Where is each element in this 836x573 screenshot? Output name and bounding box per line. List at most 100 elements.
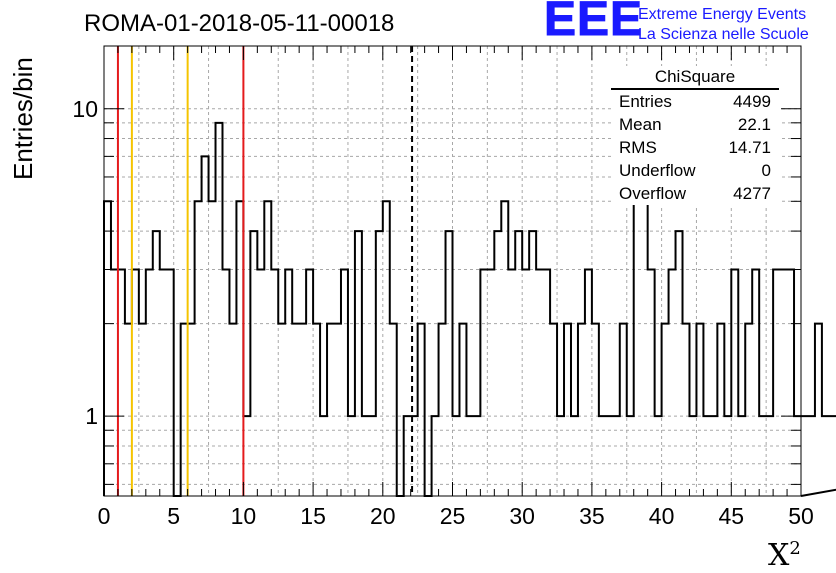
histogram-bin [271,269,278,496]
histogram-bin [550,324,557,496]
histogram-bin [216,123,223,496]
histogram-bin [334,324,341,496]
histogram-bin [696,324,703,496]
stats-value: 14.71 [728,136,771,159]
histogram-bin [160,269,167,496]
histogram-bin [236,201,243,496]
histogram-bin [229,324,236,496]
histogram-bin [801,416,808,496]
histogram-bin [752,269,759,496]
histogram-bin [243,416,250,496]
histogram-bin [724,416,731,496]
histogram-bin [327,324,334,496]
histogram-bin [299,324,306,496]
histogram-bin [689,416,696,496]
stats-title: ChiSquare [611,66,779,90]
histogram-bin [515,231,522,496]
stats-label: RMS [619,136,657,159]
histogram-bin [132,269,139,496]
x-axis-label-superscript: 2 [789,538,800,559]
histogram-bin [111,269,118,496]
histogram-bin [362,416,369,496]
stats-label: Overflow [619,182,686,205]
x-tick-label: 45 [719,503,745,529]
eee-logo: EEE Extreme Energy Events La Scienza nel… [544,2,836,46]
histogram-bin [104,201,111,496]
histogram-bin [543,269,550,496]
histogram-bin [731,269,738,496]
histogram-bin [369,416,376,496]
histogram-bin [487,269,494,496]
histogram-bin [662,324,669,496]
stats-row-overflow: Overflow 4277 [611,182,779,205]
histogram-bin [292,324,299,496]
histogram-bin [209,201,216,496]
histogram-bin [501,201,508,496]
histogram-bin [167,269,174,496]
histogram-bin [578,324,585,496]
histogram-bin [404,416,411,496]
stats-row-entries: Entries 4499 [611,90,779,113]
histogram-bin [613,416,620,496]
histogram-bin [522,269,529,496]
stats-label: Underflow [619,159,696,182]
stats-row-underflow: Underflow 0 [611,159,779,182]
histogram-bin [703,416,710,496]
histogram-bin [766,416,773,496]
histogram-bin [606,416,613,496]
x-tick-label: 15 [300,503,326,529]
histogram-bin [571,416,578,496]
x-tick-label: 25 [440,503,466,529]
histogram-bin [153,231,160,496]
histogram-bin [780,269,787,496]
histogram-bin [222,269,229,496]
histogram-bin [536,269,543,496]
histogram-bin [669,269,676,496]
x-tick-label: 20 [370,503,396,529]
histogram-bin [453,416,460,496]
histogram-bin [348,416,355,496]
histogram-bin [341,269,348,496]
histogram-bin [125,324,132,496]
run-title: ROMA-01-2018-05-11-00018 [84,10,394,38]
histogram-bin [529,231,536,496]
histogram-bin [648,269,655,496]
histogram-bin [390,324,397,496]
y-axis-label: Entries/bin [8,57,39,180]
histogram-bin [710,416,717,496]
x-tick-label: 10 [231,503,257,529]
histogram-bin [815,324,822,496]
histogram-bin [202,156,209,496]
histogram-bin [717,324,724,496]
histogram-bin [306,269,313,496]
histogram-bin [446,231,453,496]
histogram-bin [285,269,292,496]
histogram-bin [383,201,390,496]
histogram-bin [432,416,439,496]
histogram-bin [195,201,202,496]
histogram-bin [181,324,188,496]
histogram-bin [188,324,195,496]
histogram-bin [808,416,815,496]
stats-value: 0 [762,159,771,182]
stats-value: 4499 [733,90,771,113]
x-tick-label: 5 [167,503,180,529]
histogram-bin [508,269,515,496]
stats-row-mean: Mean 22.1 [611,113,779,136]
histogram-bin [250,231,257,496]
x-axis-label-base: X [768,538,789,573]
stats-row-rms: RMS 14.71 [611,136,779,159]
stats-value: 22.1 [738,113,771,136]
histogram-bin [278,324,285,496]
histogram-bin [494,231,501,496]
stats-label: Mean [619,113,662,136]
histogram-bin [313,324,320,496]
histogram-bin [676,231,683,496]
x-tick-label: 50 [788,503,814,529]
histogram-bin [592,324,599,496]
x-tick-label: 0 [98,503,111,529]
x-tick-label: 35 [579,503,605,529]
histogram-bin [439,324,446,496]
histogram-bin [641,177,648,496]
